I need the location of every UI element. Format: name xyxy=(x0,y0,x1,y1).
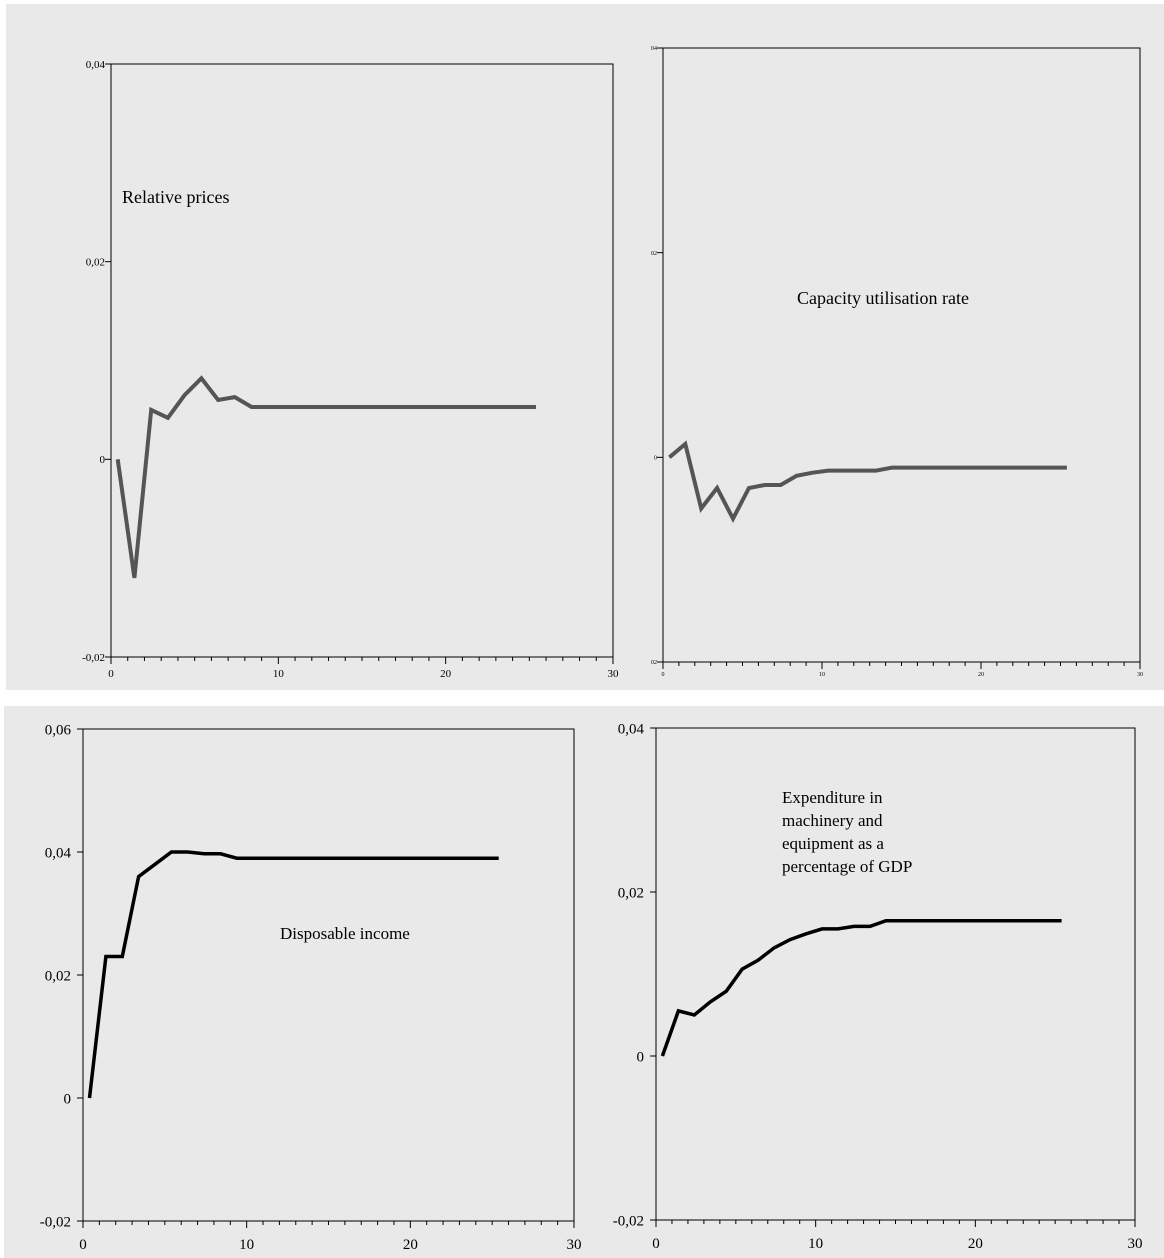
chart-title: Expenditure in machinery and equipment as … xyxy=(782,788,912,876)
y-tick-label: 0,02 xyxy=(86,257,105,269)
x-tick-label: 20 xyxy=(968,1236,983,1252)
top-background xyxy=(6,4,1164,690)
chart-title-line: Capacity utilisation rate xyxy=(797,288,969,308)
x-tick-label: 30 xyxy=(1137,672,1143,678)
y-tick-label: 0 xyxy=(654,455,657,461)
x-tick-label: 0 xyxy=(662,672,665,678)
y-tick-label: 0,02 xyxy=(618,885,644,901)
chart-title-line: equipment as a xyxy=(782,834,884,853)
chart-title-line: Expenditure in xyxy=(782,788,883,807)
y-tick-label: 04 xyxy=(651,46,657,52)
x-tick-label: 10 xyxy=(808,1236,823,1252)
bottom-background xyxy=(4,706,1164,1258)
y-tick-label: 0,02 xyxy=(45,968,71,984)
chart-title: Relative prices xyxy=(122,187,229,207)
chart-2: 02 0 02 04 0 10 20 30 Capacity utilisation rate xyxy=(651,46,1143,678)
y-tick-label: 0 xyxy=(100,454,106,466)
chart-title-line: percentage of GDP xyxy=(782,857,912,876)
y-tick-label: 0,04 xyxy=(86,59,106,71)
y-tick-label: 0,04 xyxy=(618,721,645,737)
x-tick-label: 10 xyxy=(239,1237,254,1253)
x-tick-label: 0 xyxy=(108,668,114,680)
x-tick-label: 30 xyxy=(1128,1236,1143,1252)
x-tick-label: 30 xyxy=(608,668,620,680)
series-line xyxy=(87,850,499,1099)
chart-title: Disposable income xyxy=(280,924,410,943)
chart-title-line: Relative prices xyxy=(122,187,229,207)
series-line xyxy=(668,440,1067,524)
x-tick-label: 30 xyxy=(567,1237,582,1253)
x-tick-label: 20 xyxy=(403,1237,418,1253)
x-tick-label: 20 xyxy=(440,668,452,680)
series-line xyxy=(115,375,536,579)
series-line xyxy=(660,918,1062,1057)
chart-title-line: machinery and xyxy=(782,811,883,830)
y-tick-label: -0,02 xyxy=(40,1214,71,1230)
y-tick-label: 02 xyxy=(651,251,657,257)
y-tick-label: 02 xyxy=(651,660,657,666)
y-tick-label: 0,04 xyxy=(45,845,72,861)
y-tick-label: 0 xyxy=(637,1049,645,1065)
y-tick-label: -0,02 xyxy=(613,1213,644,1229)
chart-3: -0,02 0 0,02 0,04 0,06 0 10 20 30 Disposable inco… xyxy=(40,722,582,1253)
y-tick-label: 0 xyxy=(64,1091,72,1107)
x-tick-label: 0 xyxy=(652,1236,660,1252)
y-tick-label: 0,06 xyxy=(45,722,72,738)
chart-title-line: Disposable income xyxy=(280,924,410,943)
x-tick-label: 0 xyxy=(79,1237,87,1253)
x-tick-label: 10 xyxy=(819,672,825,678)
y-tick-label: -0,02 xyxy=(82,652,105,664)
x-tick-label: 10 xyxy=(273,668,285,680)
chart-4: -0,02 0 0,02 0,04 0 10 20 30 Expenditure in machi… xyxy=(613,721,1143,1252)
x-tick-label: 20 xyxy=(978,672,984,678)
chart-title: Capacity utilisation rate xyxy=(797,288,969,308)
